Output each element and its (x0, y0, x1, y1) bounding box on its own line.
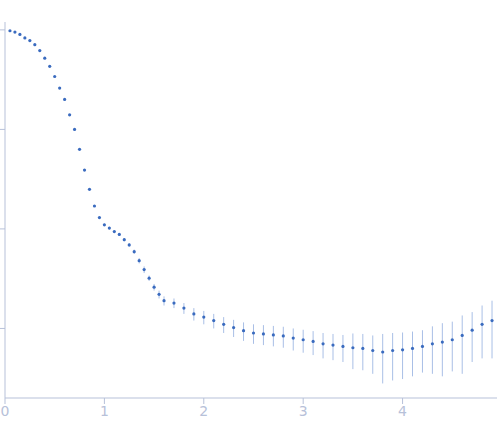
svg-text:2: 2 (199, 403, 208, 419)
svg-text:3: 3 (299, 403, 308, 419)
svg-text:4: 4 (398, 403, 407, 419)
svg-text:0: 0 (8, 403, 9, 419)
svg-text:1: 1 (100, 403, 109, 419)
